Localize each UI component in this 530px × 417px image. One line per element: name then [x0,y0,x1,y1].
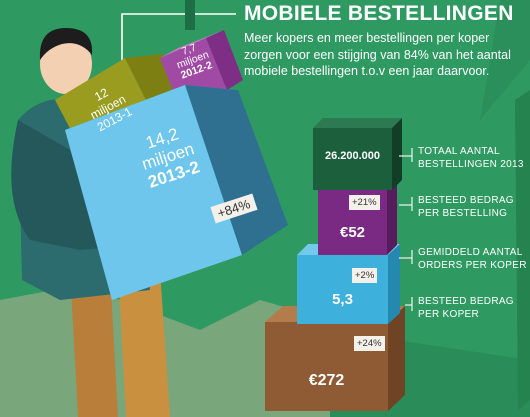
spend-change-badge: +24% [354,336,385,351]
edge-stripe [515,90,530,410]
page-title: MOBIELE BESTELLINGEN [244,2,514,25]
total-orders-value: 26.200.000 [324,150,381,162]
sky-box-side [388,244,400,324]
green-box-top [313,118,402,128]
spend-per-buyer-label-line2: PER KOPER [418,308,480,320]
order-change-badge: +21% [349,195,380,210]
orders-per-buyer-value: 5,3 [332,291,353,308]
intro-paragraph: Meer kopers en meer bestellingen per kop… [244,31,511,78]
order-spend-label: BESTEED BEDRAG PER BESTELLING [418,195,514,220]
spend-per-buyer-value: €272 [308,372,345,389]
order-spend-label-line1: BESTEED BEDRAG [418,195,514,206]
total-orders-label: TOTAAL AANTAL BESTELLINGEN 2013 [418,146,524,171]
purple-box-side [387,180,397,255]
orders-per-buyer-label: GEMIDDELD AANTAL ORDERS PER KOPER [418,247,527,272]
order-spend-label-line2: PER BESTELLING [418,207,508,219]
brown-box-side [388,306,405,411]
magenta-box-top [160,30,224,58]
blue-box-side [185,85,288,255]
magenta-box-side [206,30,243,90]
spend-per-buyer-label: BESTEED BEDRAG PER KOPER [418,296,514,321]
person-head [40,34,92,94]
blue-box-face [65,85,242,300]
person-leg-right [118,270,170,417]
green-box-face [313,128,392,190]
edge-stripe [480,0,530,120]
total-orders-label-line2: BESTELLINGEN 2013 [418,158,524,170]
orders-per-buyer-label-line2: ORDERS PER KOPER [418,259,527,271]
order-spend-value: €52 [339,224,366,241]
orders-per-buyer-label-line1: GEMIDDELD AANTAL [418,247,523,258]
sky-box-face [297,255,388,324]
spend-per-buyer-label-line1: BESTEED BEDRAG [418,296,514,307]
person-legs [70,270,118,417]
person-hair [39,28,93,60]
connector-lines [399,148,413,311]
total-orders-label-line1: TOTAAL AANTAL [418,146,500,157]
title-bracket [121,13,236,68]
green-box-side [392,118,402,190]
orders-change-badge: +2% [352,268,378,283]
